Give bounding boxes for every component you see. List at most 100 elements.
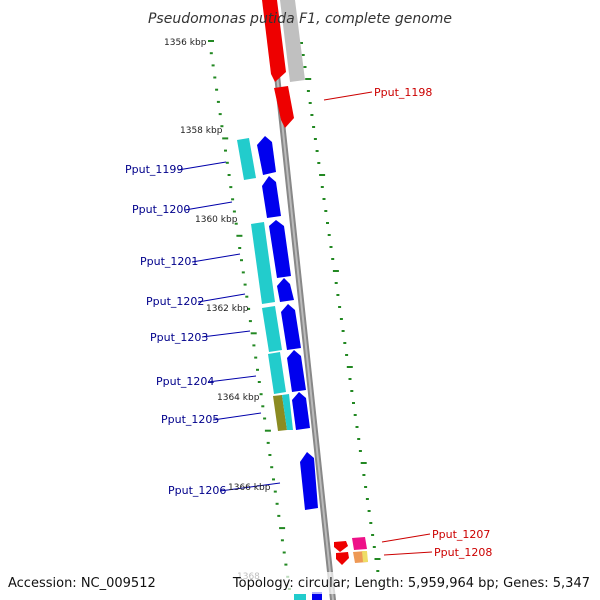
track-dot: [236, 234, 243, 237]
track-dot: [273, 490, 277, 493]
track-dot: [247, 307, 251, 310]
gene-label-pput1203[interactable]: Pput_1203: [150, 331, 208, 344]
cds-red-top: [262, 0, 286, 82]
track-dot: [327, 234, 331, 236]
track-dot: [227, 174, 231, 176]
gene-label-pput1198[interactable]: Pput_1198: [374, 86, 432, 99]
track-dot: [229, 186, 233, 189]
kbp-label: 1362 kbp: [206, 304, 249, 314]
track-dot: [367, 510, 371, 512]
gene-label-pput1204[interactable]: Pput_1204: [156, 375, 214, 388]
gene-label-pput1201[interactable]: Pput_1201: [140, 255, 198, 268]
track-dot: [259, 393, 263, 396]
gene-label-pput1207[interactable]: Pput_1207: [432, 528, 490, 541]
track-dot: [234, 222, 238, 225]
gene-label-pput1202[interactable]: Pput_1202: [146, 295, 204, 308]
gene-label-pput1208[interactable]: Pput_1208: [434, 546, 492, 559]
track-dot: [282, 551, 286, 554]
track-dot: [218, 113, 222, 116]
track-dot: [339, 318, 343, 320]
track-dot: [372, 546, 376, 548]
track-dot: [215, 88, 219, 91]
kbp-label: 1358 kbp: [180, 126, 223, 136]
track-dot: [222, 137, 229, 140]
track-dot: [332, 270, 339, 272]
leader-lines-right: [323, 91, 433, 556]
leader-lines-left: [177, 161, 281, 492]
cds-pput1206: [300, 452, 318, 510]
track-dot: [279, 527, 286, 530]
track-dot: [254, 356, 258, 359]
track-dot: [238, 247, 242, 249]
gene-pput1207: [352, 537, 367, 550]
track-dot: [369, 522, 373, 524]
gene-label-pput1206[interactable]: Pput_1206: [168, 484, 226, 497]
track-dot: [216, 100, 220, 103]
track-dot: [252, 344, 256, 347]
track-dot: [313, 138, 317, 140]
genome-backbone-highlight: [268, 0, 334, 600]
gene-pput1204: [268, 352, 286, 394]
track-dot: [225, 161, 229, 164]
track-dot: [245, 295, 249, 298]
gene-pput1201: [251, 222, 275, 304]
track-dot: [324, 210, 328, 212]
track-dot: [353, 414, 357, 416]
track-dot: [355, 426, 359, 428]
footer-background: [0, 572, 600, 594]
track-dot: [350, 390, 354, 392]
cds-pput1200: [262, 176, 281, 218]
track-dot: [346, 366, 353, 368]
track-dot: [264, 429, 271, 432]
track-dot: [224, 149, 227, 152]
track-dot: [315, 150, 319, 152]
kbp-label: 1360 kbp: [195, 215, 238, 225]
track-dot: [250, 332, 257, 335]
cds-red-pput1198: [274, 86, 294, 128]
gene-bottom-partial: [294, 594, 306, 600]
track-dot: [268, 454, 272, 456]
track-dot: [270, 466, 274, 469]
track-dot: [308, 102, 312, 104]
track-dot: [322, 198, 326, 200]
track-dot: [336, 294, 340, 296]
gene-pput1199: [237, 138, 256, 180]
kbp-label: 1356 kbp: [164, 38, 207, 48]
track-dot: [272, 478, 275, 481]
track-dot: [277, 514, 281, 517]
genome-summary-text: Topology: circular; Length: 5,959,964 bp…: [232, 576, 590, 591]
gene-label-pput1200[interactable]: Pput_1200: [132, 203, 190, 216]
track-dot: [319, 174, 326, 176]
track-dot: [338, 306, 342, 308]
cds-pput1204: [287, 350, 306, 392]
track-dot: [329, 246, 333, 248]
track-dot: [280, 539, 284, 542]
track-dot: [257, 381, 261, 383]
track-dot: [362, 474, 366, 476]
track-dot: [301, 54, 305, 56]
track-dot: [371, 534, 375, 536]
track-dot: [341, 330, 345, 332]
track-dot: [317, 162, 321, 164]
track-dot: [211, 64, 215, 67]
map-title: Pseudomonas putida F1, complete genome: [148, 11, 452, 27]
track-dot: [240, 259, 243, 262]
cds-pput1199: [257, 136, 276, 175]
cds-bottom-partial: [312, 592, 322, 600]
track-dot: [208, 40, 214, 42]
track-dot: [306, 90, 310, 92]
track-dot: [263, 417, 267, 420]
cds-pput1201: [269, 220, 291, 278]
track-dot: [358, 450, 362, 452]
track-dot: [312, 126, 316, 128]
track-dot: [348, 378, 352, 380]
accession-text: Accession: NC_009512: [8, 576, 156, 591]
track-dot: [231, 198, 235, 201]
track-dot: [334, 282, 338, 284]
gene-label-pput1199[interactable]: Pput_1199: [125, 163, 183, 176]
track-dot: [300, 42, 303, 44]
cds-pput1207: [334, 541, 348, 552]
gene-label-pput1205[interactable]: Pput_1205: [161, 413, 219, 426]
gc-content-track: [208, 40, 381, 590]
